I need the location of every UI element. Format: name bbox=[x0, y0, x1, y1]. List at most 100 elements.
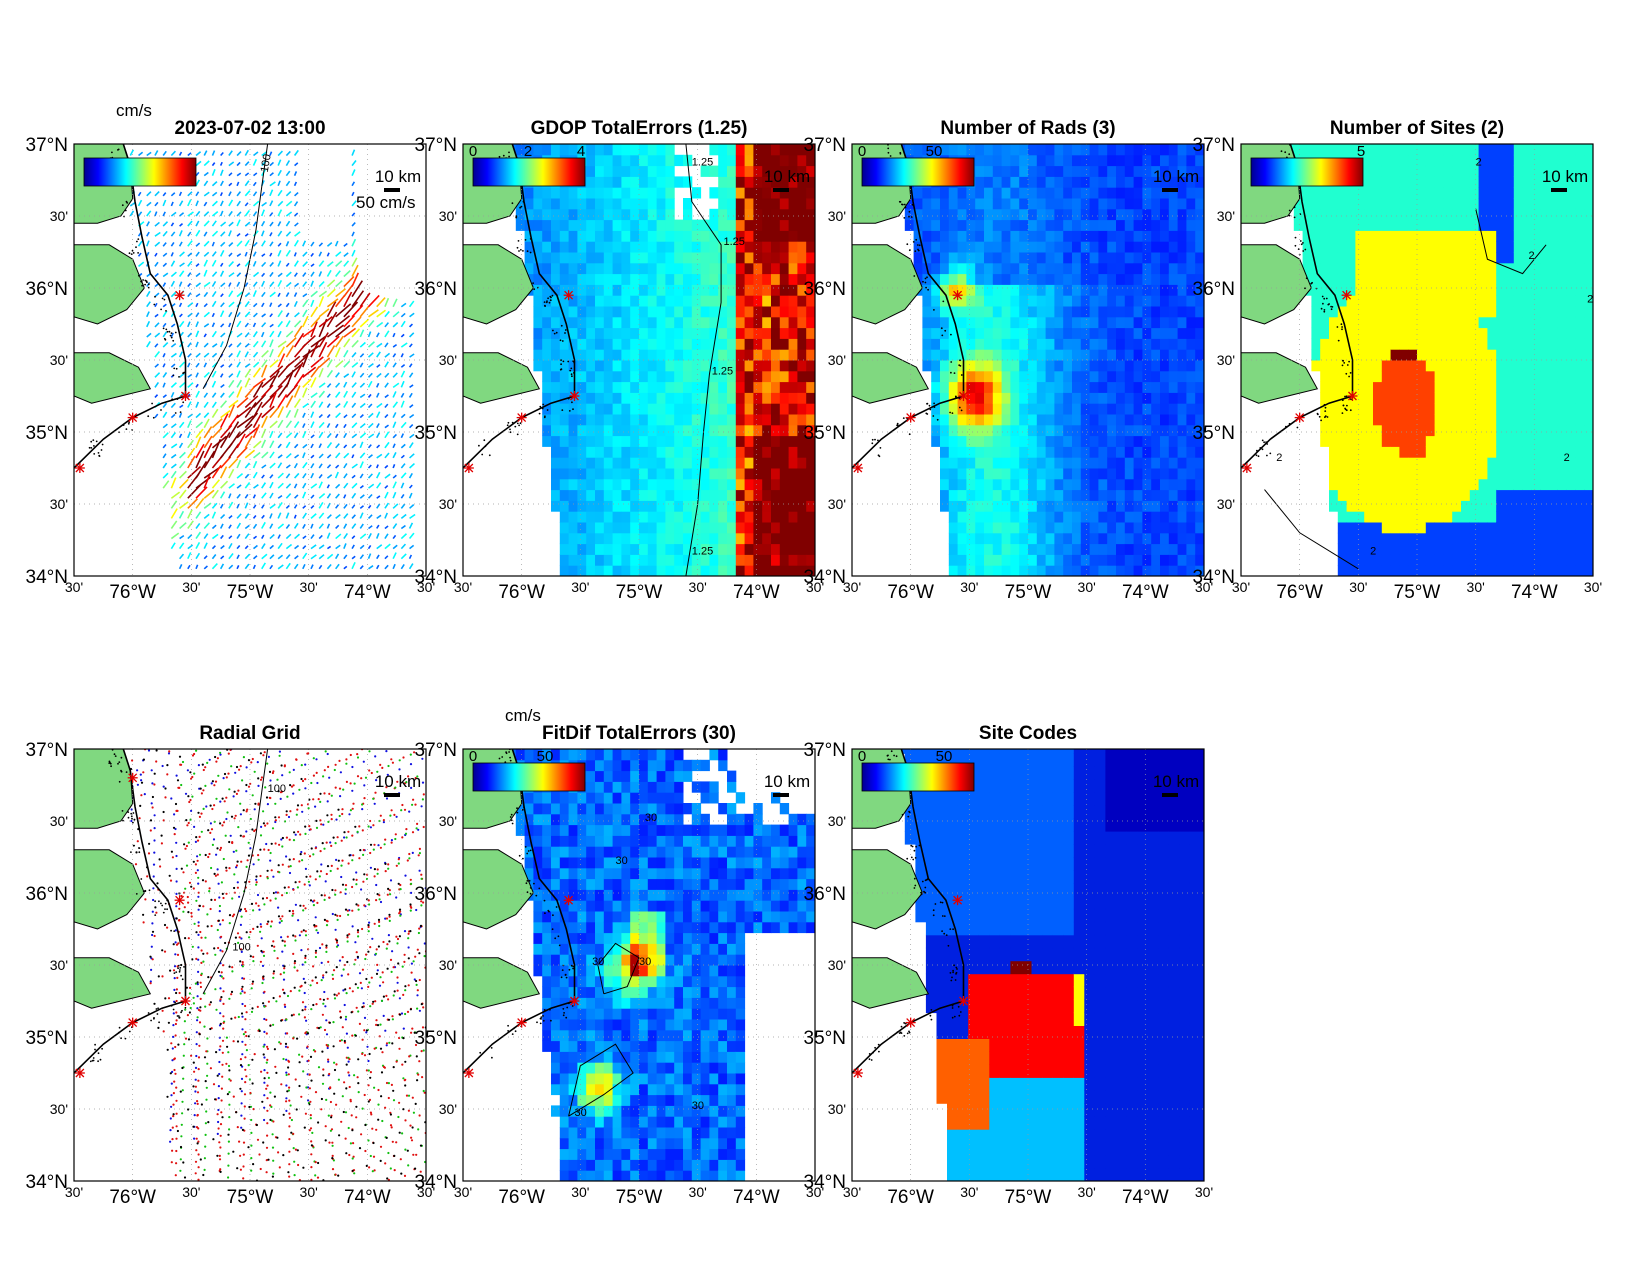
current-vector bbox=[326, 564, 332, 570]
grid-cell bbox=[1080, 198, 1091, 210]
grid-cell bbox=[1107, 230, 1117, 242]
grid-cell bbox=[1072, 262, 1082, 275]
grid-cell bbox=[568, 554, 578, 566]
grid-cell bbox=[797, 187, 807, 199]
current-vector bbox=[269, 348, 274, 358]
grid-cell bbox=[1036, 273, 1047, 285]
grid-cell bbox=[630, 403, 640, 415]
grid-cell bbox=[1381, 219, 1392, 231]
grid-cell bbox=[1452, 273, 1462, 285]
grid-cell bbox=[612, 144, 622, 156]
grid-cell bbox=[630, 478, 640, 491]
grid-cell bbox=[975, 208, 985, 221]
grid-cell bbox=[1373, 370, 1383, 383]
grid-cell bbox=[586, 144, 596, 156]
grid-cell bbox=[1399, 327, 1409, 339]
grid-cell bbox=[992, 414, 1003, 426]
current-vector bbox=[211, 435, 227, 449]
grid-cell bbox=[1478, 489, 1488, 501]
grid-cell bbox=[779, 316, 790, 329]
grid-cell bbox=[1399, 489, 1409, 501]
grid-cell bbox=[568, 522, 578, 534]
grid-cell bbox=[568, 446, 578, 458]
grid-cell bbox=[1001, 424, 1011, 437]
current-vector bbox=[351, 149, 356, 156]
grid-cell bbox=[1390, 295, 1400, 307]
grid-cell bbox=[639, 403, 649, 415]
current-vector bbox=[326, 393, 331, 398]
grid-cell bbox=[1063, 392, 1073, 404]
grid-cell bbox=[992, 176, 1003, 188]
grid-cell bbox=[595, 198, 605, 210]
grid-cell bbox=[1142, 165, 1152, 177]
grid-cell bbox=[1469, 327, 1480, 339]
current-vector bbox=[351, 257, 358, 267]
grid-cell bbox=[1496, 327, 1506, 339]
current-vector bbox=[203, 555, 208, 560]
current-vector bbox=[408, 554, 413, 560]
grid-cell bbox=[1072, 273, 1082, 285]
grid-cell bbox=[753, 198, 763, 210]
grid-cell bbox=[1346, 424, 1356, 437]
grid-cell bbox=[559, 522, 570, 534]
grid-cell bbox=[1177, 208, 1187, 221]
current-vector bbox=[269, 302, 273, 308]
current-vector bbox=[277, 482, 284, 489]
grid-cell bbox=[568, 478, 578, 491]
grid-cell bbox=[551, 435, 561, 447]
coast-dot bbox=[526, 250, 529, 253]
grid-cell bbox=[727, 424, 737, 437]
lon-tick-label: 30' bbox=[1078, 579, 1096, 595]
current-vector bbox=[400, 342, 408, 348]
current-vector bbox=[261, 349, 269, 358]
grid-cell bbox=[612, 327, 622, 339]
grid-cell bbox=[788, 176, 798, 188]
grid-cell bbox=[771, 381, 781, 393]
grid-cell bbox=[1195, 511, 1204, 523]
coast-dot bbox=[174, 412, 177, 414]
current-vector bbox=[203, 513, 210, 520]
current-vector bbox=[261, 562, 266, 570]
grid-cell bbox=[788, 511, 798, 523]
grid-cell bbox=[1001, 370, 1011, 383]
current-vector bbox=[269, 474, 274, 479]
current-vector bbox=[293, 171, 298, 176]
current-vector bbox=[334, 553, 340, 560]
grid-cell bbox=[1381, 414, 1392, 426]
current-vector bbox=[392, 343, 398, 348]
grid-cell bbox=[559, 295, 570, 307]
current-vector bbox=[220, 231, 226, 237]
grid-cell bbox=[577, 241, 587, 253]
coast-dot bbox=[516, 422, 519, 425]
grid-cell bbox=[1337, 144, 1348, 156]
current-vector bbox=[211, 511, 217, 519]
grid-cell bbox=[1373, 457, 1383, 469]
current-vector bbox=[351, 422, 358, 429]
current-vector bbox=[326, 545, 332, 550]
grid-cell bbox=[948, 468, 959, 480]
grid-cell bbox=[621, 554, 631, 566]
current-vector bbox=[400, 380, 405, 388]
grid-cell bbox=[806, 457, 815, 469]
grid-cell bbox=[1408, 457, 1418, 469]
grid-cell bbox=[1036, 522, 1047, 534]
grid-cell bbox=[630, 468, 640, 480]
current-vector bbox=[269, 291, 276, 298]
grid-cell bbox=[966, 252, 976, 264]
grid-cell bbox=[1080, 154, 1091, 167]
grid-cell bbox=[922, 349, 932, 361]
site-marker bbox=[127, 412, 138, 423]
current-vector bbox=[343, 242, 348, 247]
grid-cell bbox=[1045, 295, 1055, 307]
grid-cell bbox=[1478, 316, 1488, 329]
grid-cell bbox=[1063, 284, 1073, 296]
grid-cell bbox=[1346, 327, 1356, 339]
grid-cell bbox=[762, 230, 772, 242]
grid-cell bbox=[603, 446, 614, 458]
current-vector bbox=[400, 463, 406, 469]
grid-cell bbox=[1425, 414, 1436, 426]
current-vector bbox=[220, 293, 224, 298]
grid-cell bbox=[779, 295, 790, 307]
grid-cell bbox=[656, 489, 666, 501]
grid-cell bbox=[1311, 252, 1321, 264]
